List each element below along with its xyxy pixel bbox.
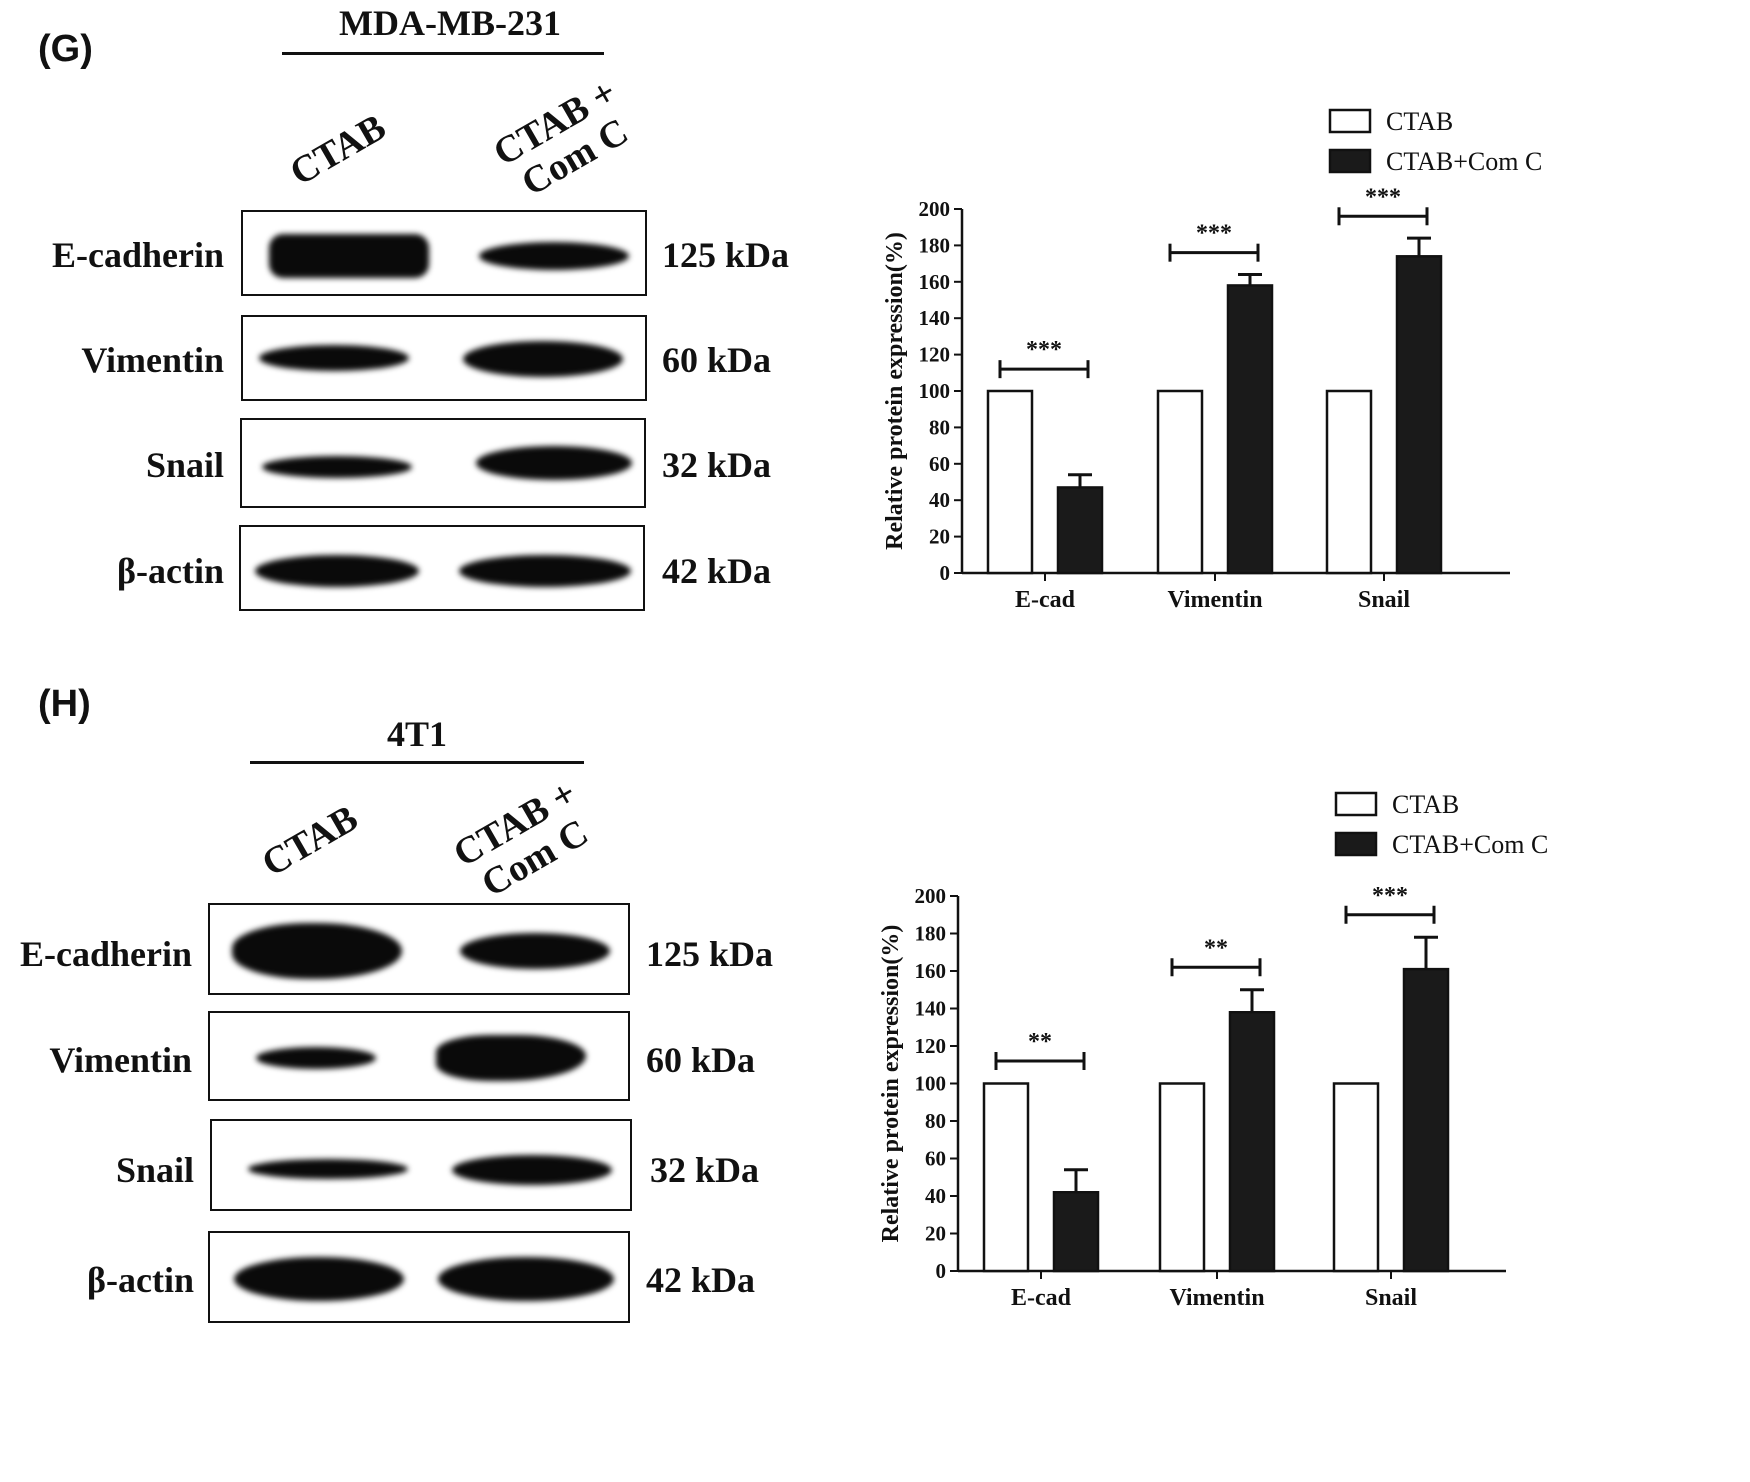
bar: [1156, 389, 1204, 575]
y-tick-label: 200: [915, 884, 947, 908]
bar: [1052, 1191, 1100, 1273]
y-tick-label: 40: [925, 1184, 946, 1208]
blot-snail: [210, 1119, 632, 1211]
x-tick-label: Snail: [1358, 587, 1410, 613]
protein-label: Snail: [115, 1150, 194, 1190]
y-tick-label: 140: [919, 306, 951, 330]
lane-label-line: CTAB + Com C: [486, 71, 636, 205]
protein-label: β-actin: [87, 1260, 194, 1300]
kda-label: 42 kDa: [646, 1260, 756, 1300]
x-tick-label: Vimentin: [1167, 587, 1262, 613]
y-tick-label: 160: [919, 270, 951, 294]
kda-label: 125 kDa: [646, 934, 774, 974]
bar: [1056, 486, 1104, 575]
blot-vimentin: [241, 315, 647, 401]
kda-label: 42 kDa: [662, 551, 772, 591]
bar: [1325, 389, 1373, 575]
significance-label: ***: [1196, 221, 1232, 247]
lane-label-ctab-comc: CTAB + Com C: [480, 68, 650, 212]
y-tick-label: 140: [915, 997, 947, 1021]
y-tick-label: 120: [919, 343, 951, 367]
legend-swatch: [1328, 108, 1372, 134]
significance-label: ***: [1026, 337, 1062, 363]
x-tick-label: Snail: [1365, 1285, 1417, 1311]
blot-vimentin: [208, 1011, 630, 1101]
blot-e-cadherin: [241, 210, 647, 296]
bar: [986, 389, 1034, 575]
bar: [1228, 1011, 1276, 1273]
panel-label: (H): [38, 683, 91, 725]
y-tick-label: 80: [929, 415, 950, 439]
blot-beta-actin: [208, 1231, 630, 1323]
bar: [1395, 255, 1443, 575]
bar: [1402, 967, 1450, 1273]
protein-label: Vimentin: [49, 1040, 192, 1080]
kda-label: 125 kDa: [662, 235, 790, 275]
y-tick-label: 60: [929, 452, 950, 476]
x-tick-label: E-cad: [1015, 587, 1076, 613]
significance-label: ***: [1365, 184, 1401, 210]
significance-label: ***: [1372, 883, 1408, 909]
y-tick-label: 0: [940, 561, 951, 585]
legend-label: CTAB+Com C: [1386, 147, 1542, 176]
kda-label: 60 kDa: [662, 340, 772, 380]
panel-g: (G) MDA-MB-231 CTAB CTAB + Com C E-cadhe…: [38, 3, 1542, 613]
y-tick-label: 100: [915, 1072, 947, 1096]
bar-chart-g: 0 20 40 60 80 100 120 140 160 180 200 Relative prot…: [882, 107, 1542, 613]
lane-label-ctab: CTAB: [282, 106, 393, 194]
y-tick-label: 180: [915, 922, 947, 946]
kda-label: 32 kDa: [662, 445, 772, 485]
y-tick-label: 160: [915, 959, 947, 983]
cell-line-label: MDA-MB-231: [339, 3, 561, 43]
y-tick-label: 200: [919, 197, 951, 221]
y-tick-label: 180: [919, 233, 951, 257]
y-tick-label: 20: [929, 525, 950, 549]
lane-label-line: CTAB + Com C: [446, 772, 596, 906]
x-tick-label: E-cad: [1011, 1285, 1072, 1311]
bar: [1332, 1082, 1380, 1273]
y-axis-label: Relative protein expression(%): [882, 232, 908, 550]
legend-swatch: [1334, 831, 1378, 857]
x-tick-label: Vimentin: [1169, 1285, 1264, 1311]
legend-label: CTAB+Com C: [1392, 830, 1548, 859]
y-tick-label: 60: [925, 1147, 946, 1171]
lane-label-ctab-comc: CTAB + Com C: [440, 769, 610, 913]
legend-label: CTAB: [1386, 107, 1453, 136]
y-tick-label: 40: [929, 488, 950, 512]
panel-label: (G): [38, 28, 93, 70]
legend-swatch: [1328, 148, 1372, 174]
blot-beta-actin: [239, 525, 645, 611]
protein-label: E-cadherin: [51, 235, 224, 275]
y-tick-label: 20: [925, 1222, 946, 1246]
kda-label: 60 kDa: [646, 1040, 756, 1080]
y-tick-label: 0: [936, 1259, 947, 1283]
legend-label: CTAB: [1392, 790, 1459, 819]
protein-label: Vimentin: [81, 340, 224, 380]
protein-label: E-cadherin: [19, 934, 192, 974]
protein-label: β-actin: [117, 551, 224, 591]
cell-line-underline: [282, 52, 604, 55]
kda-label: 32 kDa: [650, 1150, 760, 1190]
bar-chart-h: 0 20 40 60 80 100 120 140 160 180 200 Relative prot…: [878, 790, 1548, 1311]
blot-e-cadherin: [208, 903, 630, 995]
significance-label: **: [1028, 1029, 1052, 1055]
panel-h: (H) 4T1 CTAB CTAB + Com C E-cadherin 125…: [0, 683, 1750, 1482]
legend-swatch: [1334, 791, 1378, 817]
cell-line-underline: [250, 761, 584, 764]
protein-label: Snail: [145, 445, 224, 485]
cell-line-label: 4T1: [386, 714, 447, 754]
y-axis-label: Relative protein expression(%): [878, 925, 904, 1243]
bar: [1226, 284, 1274, 575]
bar: [982, 1082, 1030, 1273]
y-tick-label: 80: [925, 1109, 946, 1133]
blot-snail: [240, 418, 646, 508]
significance-label: **: [1204, 935, 1228, 961]
lane-label-ctab: CTAB: [254, 797, 365, 885]
y-tick-label: 100: [919, 379, 951, 403]
bar: [1158, 1082, 1206, 1273]
y-tick-label: 120: [915, 1034, 947, 1058]
